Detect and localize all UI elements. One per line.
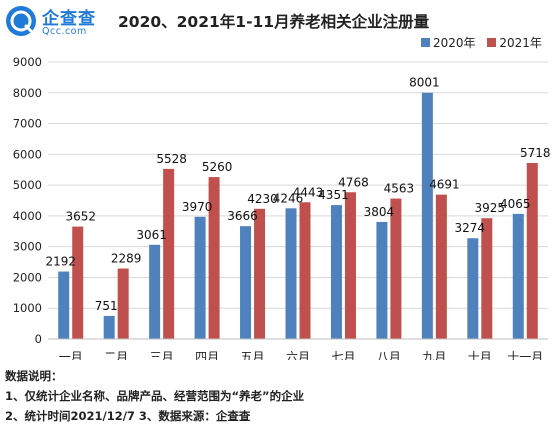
logo-name: 企查查 [42,9,96,29]
y-tick-label: 5000 [13,178,42,192]
legend: 2020年 2021年 [421,34,550,51]
legend-swatch-2020 [421,38,430,47]
data-label-2021: 4563 [384,182,415,196]
bar-2020 [376,221,388,339]
y-tick-label: 0 [35,332,42,346]
data-label-2021: 4230 [247,192,278,206]
bar-2021 [526,163,538,339]
bar-2020 [103,315,115,339]
x-tick-label: 六月 [286,350,310,360]
x-tick-label: 八月 [377,350,401,360]
data-label-2020: 4351 [318,188,349,202]
legend-swatch-2021 [487,38,497,47]
data-label-2020: 3061 [136,228,167,242]
y-tick-label: 9000 [13,55,42,69]
bar-2021 [299,202,311,339]
bar-chart: 0 1000 2000 3000 4000 5000 6000 7000 8000 9000 219… [13,55,551,360]
data-label-2020: 8001 [409,76,440,90]
y-tick-label: 7000 [13,117,42,131]
bar-2020 [194,216,206,339]
bar-2021 [208,177,220,339]
y-tick-label: 1000 [13,301,42,315]
bar-2021 [435,194,447,339]
data-label-2020: 2192 [45,255,76,269]
x-tick-label: 十月 [468,350,492,360]
bar-2020 [285,208,297,339]
y-tick-label: 4000 [13,209,42,223]
data-label-2021: 2289 [111,252,142,266]
bar-2020 [467,238,479,339]
footer-notes: 数据说明： 1、仅统计企业名称、品牌产品、经营范围为“养老”的企业 2、统计时间… [5,366,304,426]
data-label-2020: 4246 [273,191,304,205]
data-label-2020: 3666 [227,209,258,223]
x-tick-label: 四月 [195,350,219,360]
data-label-2020: 3804 [364,205,395,219]
y-tick-label: 2000 [13,270,42,284]
footer-heading: 数据说明： [5,369,63,383]
bar-2021 [72,226,84,339]
bar-2020 [512,213,524,339]
data-label-2021: 5260 [202,160,233,174]
bar-2020 [421,92,433,339]
footer-line-1: 1、仅统计企业名称、品牌产品、经营范围为“养老”的企业 [5,389,305,403]
x-tick-label: 五月 [241,350,265,360]
data-label-2020: 751 [95,299,118,313]
bar-2020 [58,271,70,339]
data-label-2021: 4691 [429,178,460,192]
x-tick-label: 七月 [331,350,355,360]
bar-2021 [117,268,129,339]
data-label-2021: 5718 [520,146,551,160]
bar-2021 [254,208,266,339]
x-tick-label: 十一月 [507,350,543,360]
data-label-2021: 3925 [475,201,506,215]
data-label-2021: 5528 [156,152,187,166]
y-tick-label: 6000 [13,147,42,161]
data-label-2020: 4065 [500,197,531,211]
footer-line-2: 2、统计时间2021/12/7 3、数据来源：企查查 [5,409,251,423]
x-tick-label: 九月 [422,350,446,360]
legend-label-2020: 2020年 [433,36,476,50]
bar-2021 [481,218,493,339]
logo-domain: Qcc.com [42,26,87,37]
bar-2020 [330,205,342,339]
bar-2021 [163,168,175,339]
legend-label-2021: 2021年 [499,36,542,50]
bar-2020 [149,244,161,339]
legend-item-2021: 2021年 [487,34,542,51]
bar-2020 [240,226,252,339]
y-tick-label: 3000 [13,240,42,254]
data-label-2021: 3652 [65,210,96,224]
data-label-2020: 3970 [182,200,213,214]
qcc-logo: 企查查 Qcc.com [6,4,114,40]
data-label-2020: 3274 [455,221,486,235]
y-tick-label: 8000 [13,86,42,100]
x-tick-label: 三月 [150,350,174,360]
legend-item-2020: 2020年 [421,34,476,51]
data-label-2021: 4443 [293,185,324,199]
qcc-logo-icon [6,6,36,36]
bar-2021 [344,192,356,339]
bar-2021 [390,198,402,339]
chart-title: 2020、2021年1-11月养老相关企业注册量 [118,13,430,31]
x-tick-label: 一月 [59,350,83,360]
data-label-2021: 4768 [338,175,369,189]
x-tick-label: 二月 [104,350,128,360]
header: 企查查 Qcc.com 2020、2021年1-11月养老相关企业注册量 [0,0,557,44]
